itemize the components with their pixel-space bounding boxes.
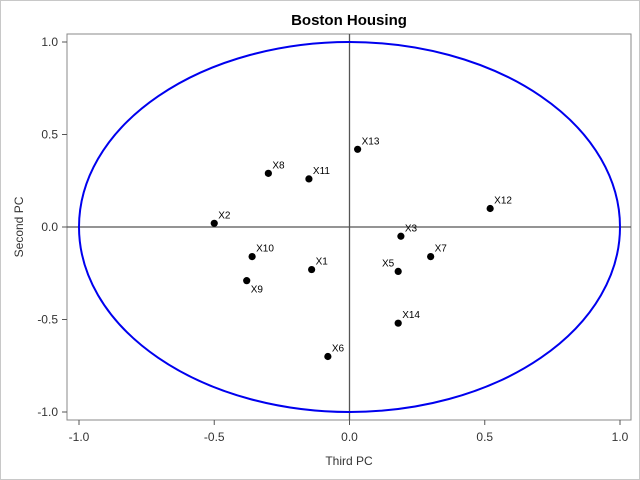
x-tick-label: 1.0 xyxy=(612,430,629,444)
data-point xyxy=(394,319,402,327)
axis-ticks: -1.0 -0.5 0.0 0.5 1.0 -1.0 -0.5 0.0 0.5 1.0 xyxy=(37,35,628,444)
y-tick-label: 1.0 xyxy=(41,35,58,49)
x-tick-label: 0.5 xyxy=(476,430,493,444)
x-tick-label: 0.0 xyxy=(341,430,358,444)
point-label: X10 xyxy=(256,244,274,255)
data-point xyxy=(210,219,218,227)
data-point xyxy=(264,169,272,177)
unit-circle-layer xyxy=(78,41,621,413)
data-point xyxy=(248,253,256,261)
point-label: X7 xyxy=(435,244,448,255)
y-tick-label: -1.0 xyxy=(37,405,58,419)
point-label: X6 xyxy=(332,344,345,355)
data-point xyxy=(397,232,405,240)
data-point xyxy=(308,265,316,274)
data-point xyxy=(354,145,362,153)
data-point xyxy=(427,253,435,261)
y-tick-label: 0.0 xyxy=(41,220,58,234)
y-tick-label: -0.5 xyxy=(37,313,58,327)
chart-title: Boston Housing xyxy=(291,12,407,29)
data-point xyxy=(305,175,313,183)
point-label: X9 xyxy=(251,285,264,296)
data-point xyxy=(394,267,402,275)
point-label: X11 xyxy=(313,166,330,177)
reference-lines xyxy=(67,34,631,420)
x-tick-label: -1.0 xyxy=(69,430,90,444)
point-label: X14 xyxy=(402,310,420,321)
point-label: X13 xyxy=(362,136,380,147)
point-label: X2 xyxy=(218,210,231,221)
x-axis-label: Third PC xyxy=(325,454,373,468)
point-label: X5 xyxy=(382,258,395,269)
y-tick-label: 0.5 xyxy=(41,128,58,142)
y-axis-label: Second PC xyxy=(12,196,26,257)
point-label: X8 xyxy=(272,160,285,171)
point-label: X3 xyxy=(405,223,418,234)
data-point xyxy=(486,204,494,213)
x-tick-label: -0.5 xyxy=(204,430,225,444)
point-label: X12 xyxy=(494,196,512,207)
data-points: X1 X2 X3 X5 X6 X7 X8 X9 X10 X11 X12 X13 X14 xyxy=(210,136,512,361)
unit-circle xyxy=(78,41,621,413)
data-point xyxy=(243,277,251,285)
data-point xyxy=(324,352,332,361)
point-label: X1 xyxy=(316,257,329,268)
